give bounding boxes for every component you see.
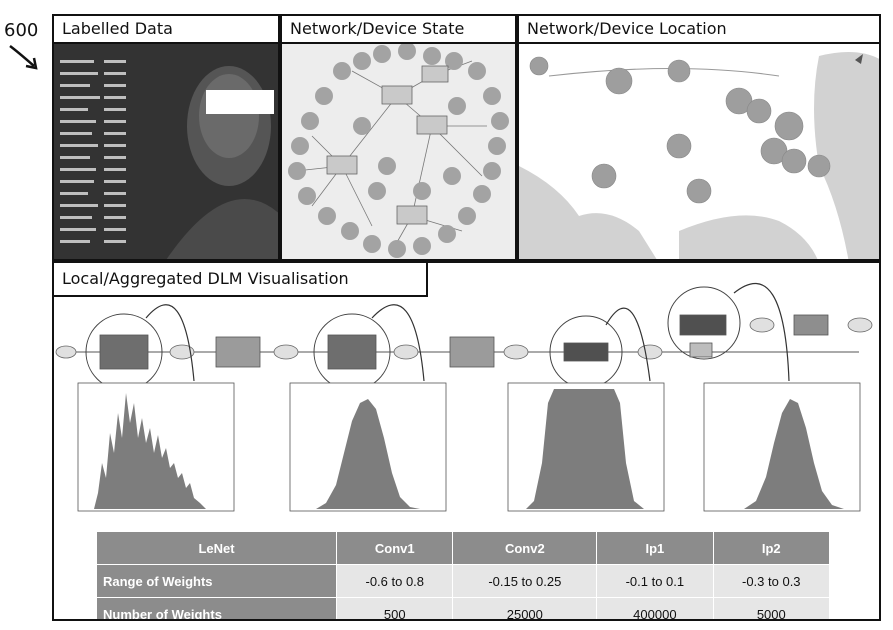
table-header-cell: Conv2 — [453, 532, 597, 565]
table-header-cell: Ip1 — [597, 532, 713, 565]
network-location-panel — [517, 14, 881, 261]
table-cell: -0.6 to 0.8 — [337, 565, 453, 598]
table-header-cell: Conv1 — [337, 532, 453, 565]
labelled-data-panel — [52, 14, 280, 261]
table-header-row: LeNet Conv1 Conv2 Ip1 Ip2 — [97, 532, 830, 565]
table-row: Range of Weights -0.6 to 0.8 -0.15 to 0.… — [97, 565, 830, 598]
labelled-data-image — [54, 16, 280, 261]
table-cell: -0.1 to 0.1 — [597, 565, 713, 598]
lenet-weights-table: LeNet Conv1 Conv2 Ip1 Ip2 Range of Weigh… — [96, 531, 830, 621]
table-cell: -0.15 to 0.25 — [453, 565, 597, 598]
table-cell: 25000 — [453, 598, 597, 622]
row-label-count: Number of Weights — [97, 598, 337, 622]
table-header-cell: LeNet — [97, 532, 337, 565]
network-location-title: Network/Device Location — [517, 14, 881, 44]
network-state-title: Network/Device State — [280, 14, 517, 44]
row-label-range: Range of Weights — [97, 565, 337, 598]
table-cell: 400000 — [597, 598, 713, 622]
table-cell: 5000 — [713, 598, 829, 622]
location-map — [519, 16, 881, 261]
network-state-panel — [280, 14, 517, 261]
network-graph — [282, 16, 517, 261]
figure-number: 600 — [4, 20, 38, 41]
dlm-visualisation-panel: LeNet Conv1 Conv2 Ip1 Ip2 Range of Weigh… — [52, 261, 881, 621]
dlm-visualisation-title: Local/Aggregated DLM Visualisation — [52, 261, 428, 297]
redaction-box — [206, 90, 274, 114]
table-row: Number of Weights 500 25000 400000 5000 — [97, 598, 830, 622]
figure-pointer-arrow-icon — [8, 42, 44, 72]
labelled-data-title: Labelled Data — [52, 14, 280, 44]
table-cell: -0.3 to 0.3 — [713, 565, 829, 598]
dlm-network-histograms — [54, 263, 881, 533]
table-cell: 500 — [337, 598, 453, 622]
table-header-cell: Ip2 — [713, 532, 829, 565]
